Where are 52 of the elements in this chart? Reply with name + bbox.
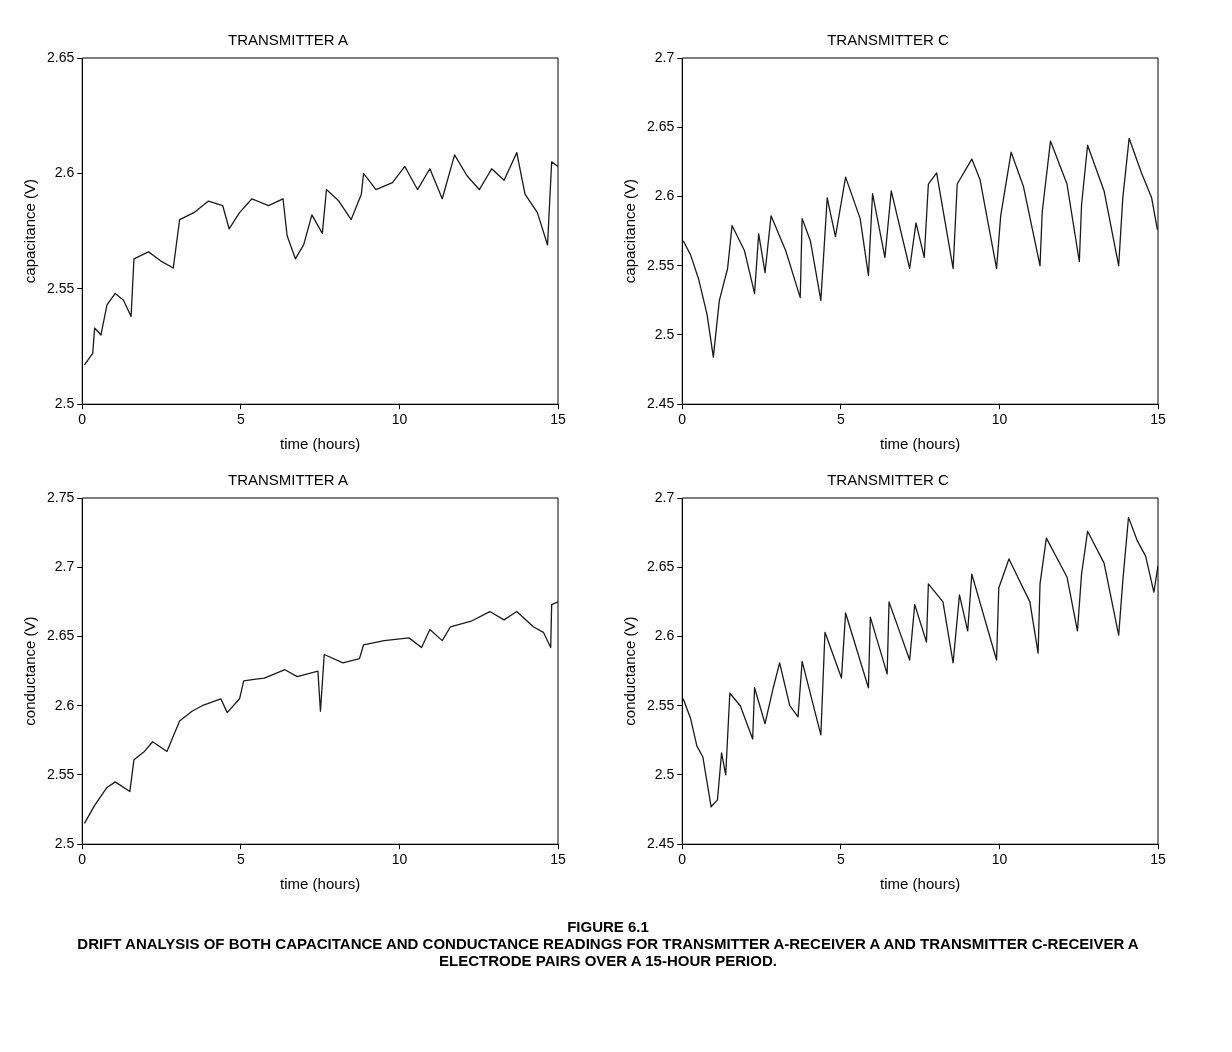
y-tick-label: 2.6 [54,164,75,181]
text: DRIFT ANALYSIS OF BOTH CAPACITANCE AND CONDUCTANCE READINGS FOR TRANSMITTER A-RECEIVER A AND TRANSMITTER C-RECEIVER A ELECTRODE PAIRS OVER A 15-HOUR PERIOD. [76,935,1140,969]
x-tick-label: 5 [836,851,845,868]
y-tick-label: 2.7 [654,488,675,505]
x-tick-label: 15 [550,851,566,868]
x-tick-label: 5 [236,411,245,428]
y-tick-label: 2.55 [47,765,75,782]
chart-title: TRANSMITTER C [827,31,949,49]
y-tick-label: 2.7 [54,558,75,575]
x-tick-label: 15 [1150,411,1166,428]
y-tick-label: 2.65 [47,627,75,644]
x-tick-label: 5 [836,411,845,428]
y-tick-label: 2.45 [647,835,675,852]
y-tick-label: 2.45 [647,395,675,412]
x-tick-label: 5 [236,851,245,868]
y-tick-label: 2.55 [647,696,675,713]
y-axis-title: conductance (V) [21,616,39,726]
caption: FIGURE 6.1 [566,918,650,935]
x-tick-label: 0 [678,411,687,428]
y-tick-label: 2.6 [54,696,75,713]
chart-title: TRANSMITTER A [227,471,349,489]
x-tick-label: 15 [1150,851,1166,868]
y-axis-title: capacitance (V) [21,178,39,284]
y-tick-label: 2.5 [654,765,675,782]
y-axis-title: capacitance (V) [621,178,639,284]
x-tick-label: 10 [391,411,408,428]
x-tick-label: 0 [678,851,687,868]
x-axis-title: time (hours) [280,875,361,893]
x-axis-title: time (hours) [880,435,961,453]
x-tick-label: 0 [78,411,87,428]
y-tick-label: 2.5 [54,835,75,852]
y-tick-label: 2.55 [47,279,75,296]
x-tick-label: 10 [991,851,1008,868]
x-axis-title: time (hours) [280,435,361,453]
chart-title: TRANSMITTER C [827,471,949,489]
y-tick-label: 2.65 [47,48,75,65]
x-tick-label: 0 [78,851,87,868]
x-tick-label: 10 [991,411,1008,428]
y-axis-title: conductance (V) [621,616,639,726]
y-tick-label: 2.5 [54,395,75,412]
x-axis-title: time (hours) [880,875,961,893]
y-tick-label: 2.65 [647,118,675,135]
y-tick-label: 2.5 [654,325,675,342]
y-tick-label: 2.75 [47,488,75,505]
chart-title: TRANSMITTER A [227,31,349,49]
y-tick-label: 2.6 [654,187,675,204]
x-tick-label: 15 [550,411,566,428]
y-tick-label: 2.55 [647,256,675,273]
y-tick-label: 2.65 [647,558,675,575]
x-tick-label: 10 [391,851,408,868]
y-tick-label: 2.6 [654,627,675,644]
y-tick-label: 2.7 [654,48,675,65]
